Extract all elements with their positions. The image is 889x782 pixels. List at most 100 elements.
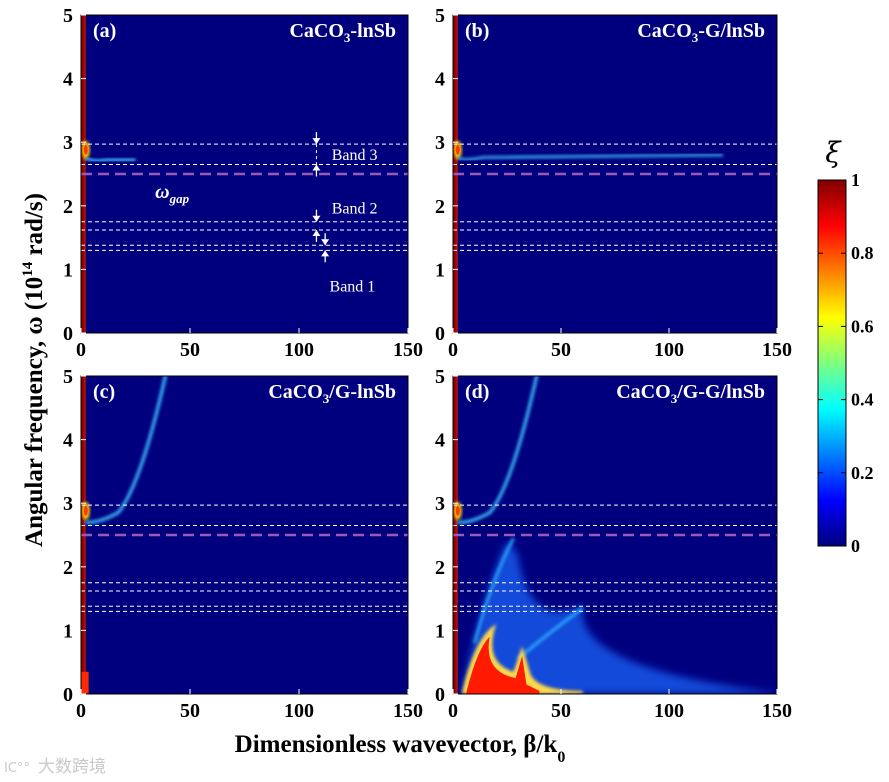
watermark-text: 大数跨境 xyxy=(38,757,106,777)
band1-bottom-arrow-head xyxy=(321,250,330,257)
plot-frame xyxy=(80,14,409,334)
panel-title-tail: -lnSb xyxy=(350,20,396,42)
colorbar-gradient xyxy=(817,179,847,547)
omega-gap-label: ωgap xyxy=(155,181,189,206)
panel-title: CaCO3/G-lnSb xyxy=(268,381,396,406)
edge-hotspot-core xyxy=(83,505,88,516)
watermark-logo: IC°° xyxy=(4,761,30,776)
band3-bottom-arrow-head xyxy=(312,164,321,171)
band3-top-arrow-head xyxy=(312,138,321,145)
colorbar-tick-label: 0.8 xyxy=(851,243,874,263)
band1-label: Band 1 xyxy=(330,279,376,296)
x-tick-label: 150 xyxy=(762,700,792,722)
branch-mode xyxy=(84,156,136,163)
branch-mode xyxy=(456,153,724,161)
x-tick-label: 150 xyxy=(393,700,423,722)
y-tick-label: 1 xyxy=(435,620,445,642)
x-tick-label: 100 xyxy=(654,700,684,722)
plot-frame xyxy=(452,14,778,334)
plot-content xyxy=(81,15,408,333)
band2-top-arrow-head xyxy=(312,215,321,222)
x-tick-label: 0 xyxy=(448,700,458,722)
x-axis-label: Dimensionless wavevector, β/k0 xyxy=(235,731,566,766)
y-tick-label: 4 xyxy=(435,430,445,452)
x-tick-label: 100 xyxy=(284,339,314,361)
y-axis-label-tail: rad/s) xyxy=(21,193,48,262)
colorbar-tick-label: 0.2 xyxy=(851,463,874,483)
y-tick-label: 1 xyxy=(63,620,73,642)
panel-c: 0 50 100 150 0 1 2 3 4 5 (c) CaCO3/G-lnSb xyxy=(63,366,423,722)
hot-region xyxy=(465,636,540,694)
x-tick-label: 100 xyxy=(654,339,684,361)
band2-label: Band 2 xyxy=(332,200,378,217)
band2-bottom-arrow-head xyxy=(312,229,321,236)
panel-title: CaCO3-G/lnSb xyxy=(637,20,765,45)
colorbar-tick-label: 0.6 xyxy=(851,316,874,336)
y-tick-label: 4 xyxy=(63,69,73,91)
y-tick-label: 2 xyxy=(63,557,73,579)
y-axis-label-exp: 14 xyxy=(20,261,36,277)
colorbar-symbol: ξ xyxy=(825,136,842,169)
y-tick-label: 2 xyxy=(63,196,73,218)
edge-hotspot-core xyxy=(455,505,460,516)
plot-frame xyxy=(452,375,778,695)
band3-label: Band 3 xyxy=(332,147,378,164)
x-tick-label: 150 xyxy=(393,339,423,361)
y-tick-label: 0 xyxy=(435,323,445,345)
y-tick-label: 3 xyxy=(435,493,445,515)
y-tick-label: 1 xyxy=(63,259,73,281)
x-tick-label: 150 xyxy=(762,339,792,361)
band1-top-arrow-head xyxy=(321,239,330,246)
watermark: IC°° 大数跨境 xyxy=(4,752,124,778)
panel-title: CaCO3/G-G/lnSb xyxy=(616,381,765,406)
omega-gap-symbol: ω xyxy=(155,181,169,203)
x-tick-label: 50 xyxy=(180,339,200,361)
y-tick-label: 3 xyxy=(63,132,73,154)
panel-title-sub: 3 xyxy=(671,391,678,406)
y-tick-label: 2 xyxy=(435,557,445,579)
y-tick-label: 5 xyxy=(435,5,445,27)
panel-label: (a) xyxy=(93,20,116,42)
panel-title-sub: 3 xyxy=(692,30,699,45)
panel-title-main: CaCO xyxy=(268,381,322,403)
x-tick-label: 0 xyxy=(76,700,86,722)
band-annotations: Band 3 Band 2 Band 1 ωgap xyxy=(155,132,377,296)
x-tick-label: 50 xyxy=(551,700,571,722)
colorbar: ξ 0 0.2 0.4 0.6 0.8 1 xyxy=(817,136,874,556)
panel-title-tail: -G/lnSb xyxy=(698,20,765,42)
x-tick-label: 50 xyxy=(180,700,200,722)
low-hotspot xyxy=(81,671,89,694)
colorbar-tick-label: 1 xyxy=(851,170,860,190)
rising-branch xyxy=(473,537,515,644)
y-tick-label: 5 xyxy=(63,366,73,388)
x-tick-label: 100 xyxy=(284,700,314,722)
y-tick-label: 0 xyxy=(63,684,73,706)
y-tick-label: 0 xyxy=(435,684,445,706)
y-tick-label: 4 xyxy=(63,430,73,452)
y-axis-label-main: Angular frequency, ω (10 xyxy=(21,277,48,547)
y-tick-label: 3 xyxy=(63,493,73,515)
x-tick-label: 50 xyxy=(551,339,571,361)
panel-title-tail: /G-lnSb xyxy=(328,381,396,403)
x-axis-label-sub: 0 xyxy=(557,749,565,766)
y-tick-label: 0 xyxy=(63,323,73,345)
panel-title-main: CaCO xyxy=(289,20,343,42)
panel-label: (b) xyxy=(465,20,489,42)
plot-content xyxy=(453,15,777,333)
panel-title-main: CaCO xyxy=(616,381,670,403)
y-tick-label: 3 xyxy=(435,132,445,154)
mode-halo xyxy=(461,541,777,694)
edge-hotspot-core xyxy=(455,144,460,155)
panel-title-sub: 3 xyxy=(344,30,351,45)
panel-title-tail: /G-G/lnSb xyxy=(676,381,765,403)
y-tick-label: 4 xyxy=(435,69,445,91)
colorbar-tick-label: 0 xyxy=(851,536,860,556)
y-axis-label: Angular frequency, ω (1014 rad/s) xyxy=(20,193,48,547)
plot-frame xyxy=(80,375,409,695)
panel-label: (c) xyxy=(93,381,115,403)
panel-title: CaCO3-lnSb xyxy=(289,20,396,45)
panel-title-main: CaCO xyxy=(637,20,691,42)
plot-content xyxy=(453,376,777,694)
